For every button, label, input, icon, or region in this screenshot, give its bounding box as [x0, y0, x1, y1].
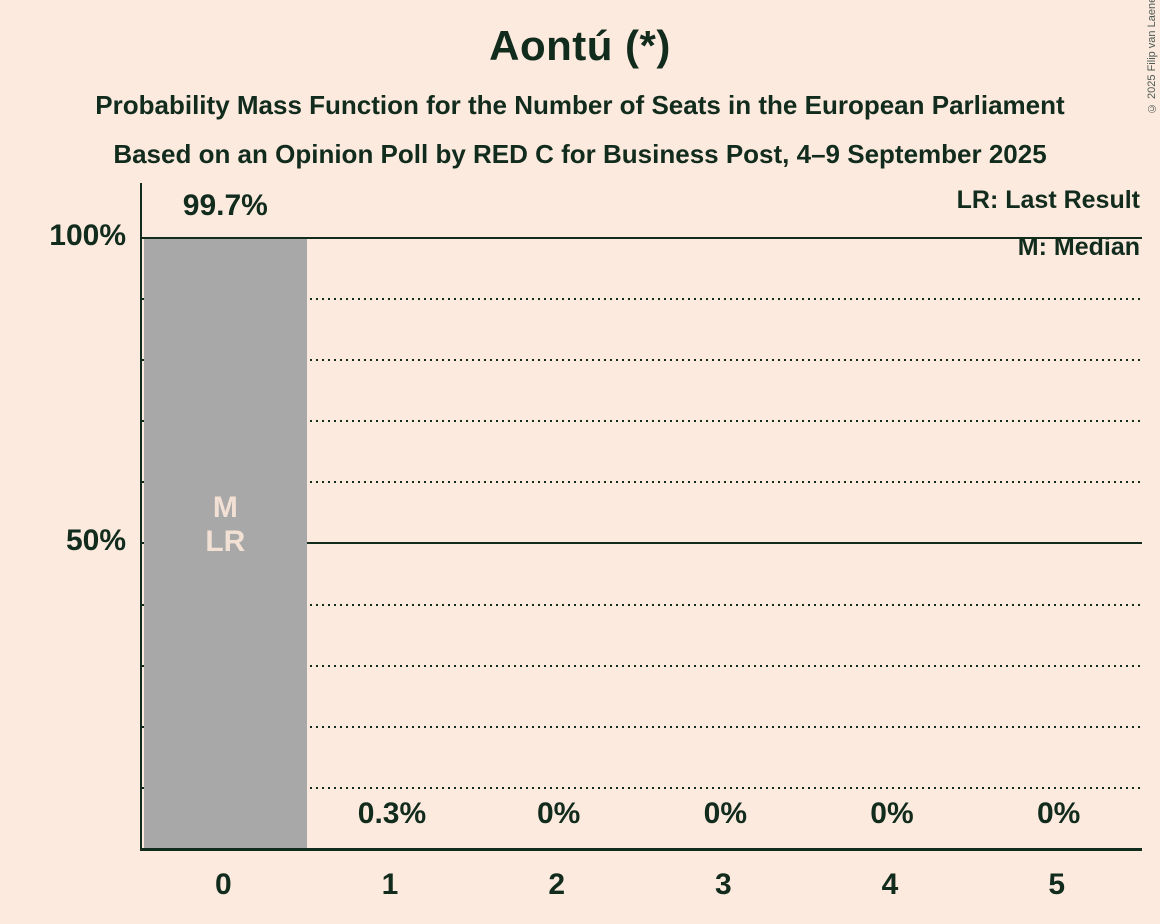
- y-axis-label-100: 100%: [49, 219, 126, 252]
- value-label-seats-1: 0.3%: [357, 797, 427, 830]
- gridline-dotted-60: [142, 481, 1142, 483]
- gridline-dotted-20: [142, 726, 1142, 728]
- gridline-dotted-10: [142, 787, 1142, 789]
- value-label-seats-5: 0%: [1036, 797, 1081, 830]
- x-axis-label-1: 1: [381, 868, 399, 901]
- value-label-seats-0: 99.7%: [182, 188, 268, 222]
- x-axis-label-3: 3: [715, 868, 732, 901]
- chart-subtitle-line1: Probability Mass Function for the Number…: [95, 90, 1065, 120]
- chart-subtitle-line2: Based on an Opinion Poll by RED C for Bu…: [113, 139, 1047, 169]
- value-label-seats-3: 0%: [703, 797, 747, 830]
- gridline-dotted-40: [142, 604, 1142, 606]
- x-axis-labels: 0 1 2 3 4 5: [140, 868, 1140, 902]
- chart-title: Aontú (*): [489, 22, 671, 69]
- plot-area: 99.7% 0.3% 0% 0% 0% 0% M LR: [140, 183, 1142, 851]
- x-axis-label-2: 2: [548, 868, 566, 901]
- x-axis-label-4: 4: [881, 868, 899, 901]
- gridline-dotted-70: [142, 420, 1142, 422]
- value-label-seats-4: 0%: [870, 797, 914, 830]
- x-axis-label-5: 5: [1048, 868, 1066, 901]
- gridline-dotted-80: [142, 359, 1142, 361]
- gridline-dotted-90: [142, 298, 1142, 300]
- gridline-dotted-30: [142, 665, 1142, 667]
- bar-seats-0: [143, 238, 307, 848]
- legend-last-result-label: LR: Last Result: [956, 186, 1140, 214]
- x-axis-label-0: 0: [214, 868, 232, 901]
- gridline-solid-100: [142, 237, 1142, 239]
- value-label-seats-2: 0%: [536, 797, 581, 830]
- y-axis-label-50: 50%: [65, 524, 126, 557]
- gridline-solid-50: [142, 542, 1142, 544]
- median-last-result-annotation: M LR: [205, 491, 246, 558]
